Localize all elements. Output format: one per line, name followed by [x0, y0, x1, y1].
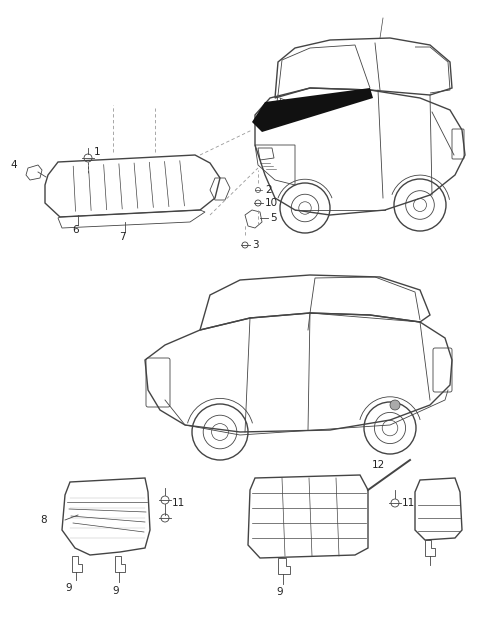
Text: 10: 10: [265, 198, 278, 208]
Polygon shape: [252, 88, 373, 132]
Text: 9: 9: [276, 587, 283, 597]
Text: 9: 9: [112, 586, 119, 596]
Text: 6: 6: [72, 225, 79, 235]
Text: 1: 1: [94, 147, 101, 157]
Text: 8: 8: [40, 515, 47, 525]
Text: 11: 11: [402, 498, 415, 508]
Text: 9: 9: [65, 583, 72, 593]
Text: 5: 5: [270, 213, 276, 223]
Text: 4: 4: [10, 160, 17, 170]
Text: 3: 3: [252, 240, 259, 250]
Text: 2: 2: [265, 185, 272, 195]
Text: 7: 7: [119, 232, 126, 242]
Text: 12: 12: [372, 460, 385, 470]
Circle shape: [390, 400, 400, 410]
Text: 11: 11: [172, 498, 185, 508]
